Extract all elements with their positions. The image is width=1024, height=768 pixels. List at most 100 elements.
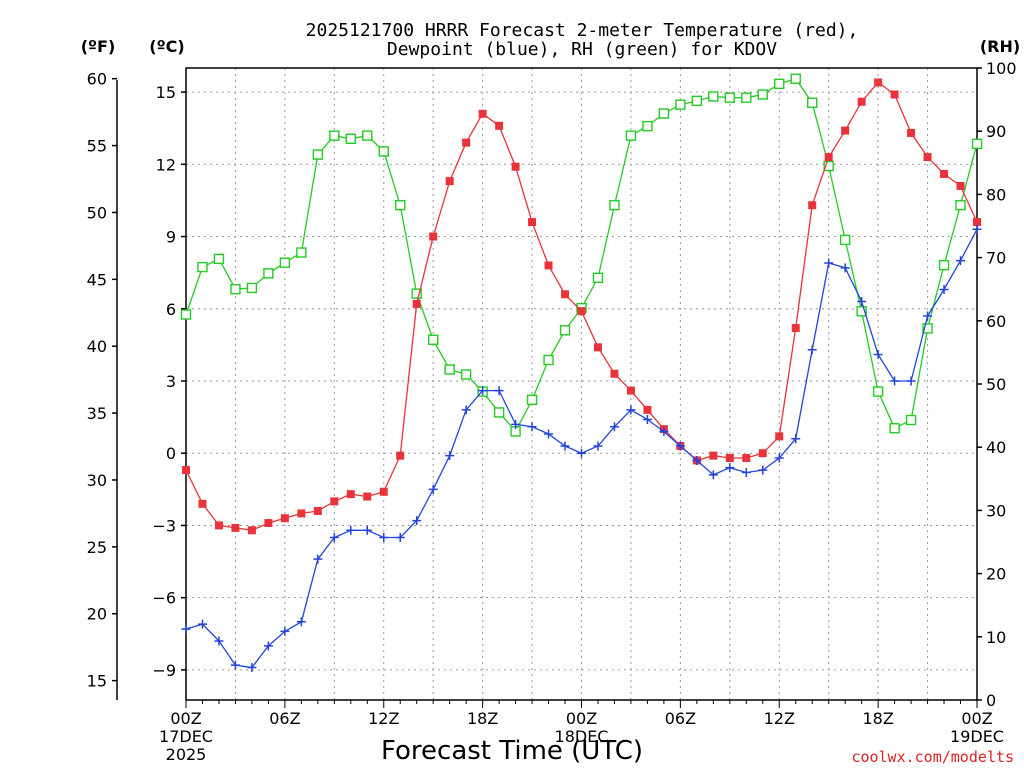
rh-tick-label: 80	[986, 185, 1006, 204]
rh-tick-label: 50	[986, 375, 1006, 394]
temperature-point	[346, 490, 355, 499]
chart-title-line-2: Dewpoint (blue), RH (green) for KDOV	[387, 39, 777, 60]
rh-point	[955, 199, 966, 211]
dewpoint-point	[461, 405, 471, 415]
celsius-tick-label: −3	[152, 516, 176, 535]
rh-point	[543, 354, 554, 366]
dewpoint-point	[263, 641, 273, 651]
dewpoint-point	[626, 405, 636, 415]
dewpoint-point	[577, 448, 586, 458]
rh-tick-label: 100	[986, 59, 1017, 78]
fahrenheit-tick-label: 25	[87, 538, 107, 557]
rh-point	[905, 414, 917, 426]
temperature-point	[808, 201, 817, 210]
rh-point	[609, 199, 620, 211]
dewpoint-point	[807, 345, 817, 355]
dewpoint-point	[675, 441, 685, 451]
chart-title-line-1: 2025121700 HRRR Forecast 2-meter Tempera…	[306, 20, 859, 41]
temperature-point	[956, 181, 965, 190]
temperature-point	[742, 454, 751, 463]
dewpoint-point	[708, 470, 718, 480]
dewpoint-point	[791, 434, 801, 444]
dewpoint-point	[642, 415, 652, 425]
dewpoint-point	[741, 467, 751, 477]
temperature-point	[280, 514, 289, 523]
dewpoint-point	[362, 525, 372, 535]
rh-point	[856, 306, 867, 317]
rh-point	[312, 149, 324, 160]
temperature-point	[593, 343, 602, 352]
temperature-point	[758, 449, 767, 458]
rh-point	[230, 284, 241, 295]
temperature-point	[297, 509, 306, 518]
rh-point	[938, 259, 950, 271]
rh-point	[922, 323, 933, 334]
dewpoint-point	[346, 525, 356, 535]
time-tick-label: 18Z	[862, 709, 893, 728]
rh-point	[971, 138, 983, 150]
x-axis-label: Forecast Time (UTC)	[381, 736, 643, 766]
temperature-point	[396, 451, 405, 460]
temperature-point	[462, 138, 471, 147]
celsius-axis-unit: (ºC)	[149, 37, 184, 56]
rh-point	[411, 288, 422, 299]
fahrenheit-tick-label: 15	[87, 672, 107, 691]
rh-point	[658, 108, 670, 119]
dewpoint-point	[197, 619, 207, 629]
celsius-tick-label: 6	[166, 300, 176, 319]
dewpoint-point	[395, 532, 405, 542]
rh-point	[592, 272, 604, 284]
dewpoint-point	[824, 258, 834, 268]
celsius-tick-label: 15	[156, 83, 176, 102]
temperature-point	[412, 299, 421, 308]
rh-point	[872, 386, 884, 397]
temperature-point	[626, 386, 635, 395]
dewpoint-point	[544, 429, 554, 439]
source-credit: coolwx.com/modelts	[851, 748, 1014, 766]
chart-gridlines	[186, 68, 977, 700]
rh-point	[444, 364, 455, 375]
time-tick-label: 12Z	[764, 709, 795, 728]
temperature-point	[544, 261, 553, 270]
dewpoint-point	[280, 626, 290, 636]
rh-axis-unit: (RH)	[980, 37, 1020, 56]
fahrenheit-axis-unit: (ºF)	[81, 37, 116, 56]
time-tick-label: 17DEC	[159, 727, 213, 746]
rh-point	[296, 247, 307, 258]
temperature-point	[709, 451, 718, 460]
temperature-point	[214, 521, 223, 530]
dewpoint-point	[412, 516, 422, 526]
dewpoint-point	[560, 441, 570, 451]
rh-point	[642, 120, 653, 132]
celsius-tick-label: 0	[166, 444, 176, 463]
time-tick-label: 18DEC	[555, 727, 609, 746]
time-tick-label: 2025	[166, 745, 207, 764]
dewpoint-point	[181, 624, 191, 634]
dewpoint-point	[478, 386, 488, 396]
chart-series	[180, 73, 983, 672]
celsius-tick-label: 9	[166, 228, 176, 247]
dewpoint-point	[313, 554, 323, 564]
fahrenheit-tick-label: 55	[87, 137, 107, 156]
temperature-point	[495, 121, 504, 130]
rh-point	[213, 253, 225, 265]
rh-point	[493, 407, 505, 418]
dewpoint-point	[972, 224, 982, 234]
temperature-point	[528, 218, 537, 227]
dewpoint-point	[906, 376, 916, 386]
rh-point	[362, 130, 373, 141]
temperature-point	[610, 369, 619, 378]
rh-point	[625, 130, 637, 141]
dewpoint-line	[185, 228, 978, 669]
time-tick-label: 06Z	[665, 709, 696, 728]
fahrenheit-tick-label: 45	[87, 270, 107, 289]
rh-tick-label: 30	[986, 501, 1006, 520]
time-tick-label: 00Z	[170, 709, 201, 728]
rh-tick-label: 0	[986, 691, 996, 710]
rh-point	[774, 78, 785, 90]
time-tick-label: 19DEC	[950, 727, 1004, 746]
temperature-point	[330, 497, 339, 506]
dewpoint-point	[247, 662, 257, 672]
time-tick-label: 18Z	[467, 709, 498, 728]
